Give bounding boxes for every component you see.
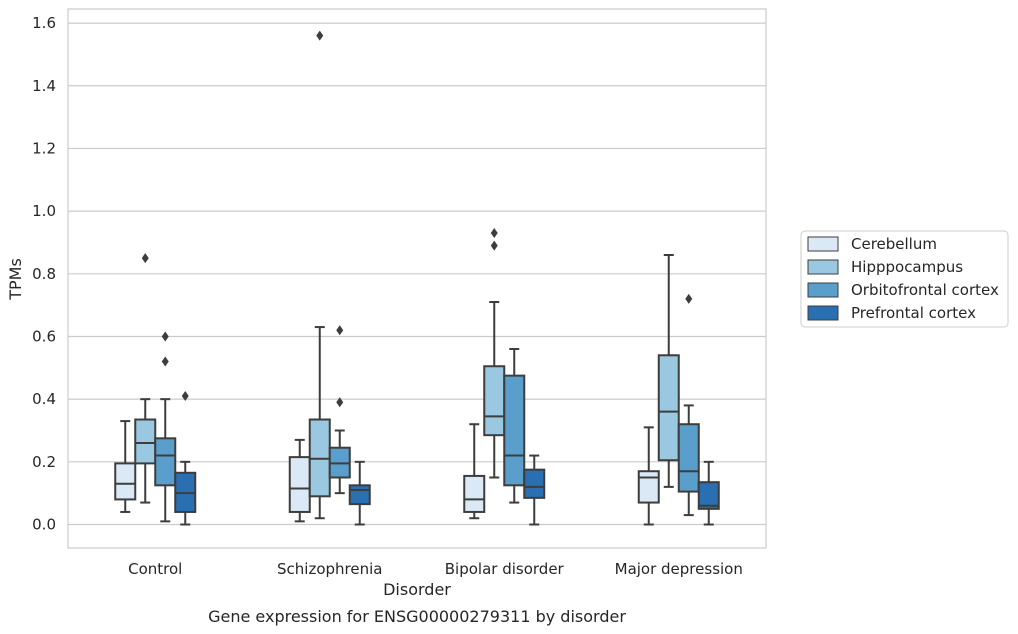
outlier-point — [181, 391, 189, 402]
box-orbitofrontal-cortex — [328, 325, 351, 495]
x-tick-label: Bipolar disorder — [445, 560, 565, 578]
legend: Cerebellum Hipppocampus Orbitofrontal cort… — [800, 230, 1009, 328]
box-hipppocampus — [134, 253, 157, 504]
y-tick-label: 1.2 — [32, 139, 56, 157]
legend-label: Hipppocampus — [851, 258, 963, 276]
y-axis-ticks: 0.0 0.2 0.4 0.6 0.8 1.0 1.2 1.4 1.6 — [32, 14, 56, 533]
outlier-point — [490, 240, 498, 251]
box-prefrontal-cortex — [697, 460, 720, 526]
legend-swatch — [807, 305, 839, 321]
box-cerebellum — [637, 426, 660, 526]
outlier-point — [141, 253, 149, 264]
box-hipppocampus — [308, 30, 331, 520]
box-orbitofrontal-cortex — [503, 348, 526, 504]
outlier-point — [490, 228, 498, 239]
box-series — [114, 30, 720, 526]
y-tick-label: 0.4 — [32, 390, 56, 408]
outlier-point — [161, 331, 169, 342]
legend-swatch — [807, 282, 839, 298]
box-cerebellum — [463, 423, 486, 520]
box-iqr — [697, 481, 720, 510]
box-cerebellum — [114, 420, 137, 513]
box-iqr — [348, 484, 371, 506]
legend-label: Prefrontal cortex — [851, 304, 976, 322]
x-axis-ticks: Control Schizophrenia Bipolar disorder Majo… — [128, 560, 743, 578]
box-iqr — [637, 470, 660, 504]
x-axis-label: Disorder — [383, 580, 451, 599]
chart-caption: Gene expression for ENSG00000279311 by d… — [208, 607, 626, 626]
outlier-point — [336, 325, 344, 336]
box-iqr — [657, 354, 680, 462]
box-prefrontal-cortex — [348, 460, 371, 526]
y-tick-label: 0.8 — [32, 265, 56, 283]
box-iqr — [503, 374, 526, 487]
legend-frame — [800, 230, 1009, 328]
x-tick-label: Control — [128, 560, 182, 578]
y-tick-label: 0.2 — [32, 453, 56, 471]
outlier-point — [685, 293, 693, 304]
outlier-point — [316, 30, 324, 41]
x-tick-label: Major depression — [615, 560, 743, 578]
outlier-point — [161, 356, 169, 367]
box-prefrontal-cortex — [174, 391, 197, 526]
box-iqr — [523, 468, 546, 499]
box-iqr — [134, 418, 157, 465]
box-iqr — [154, 437, 177, 487]
box-iqr — [288, 456, 311, 513]
y-tick-label: 1.6 — [32, 14, 56, 32]
legend-label: Orbitofrontal cortex — [851, 281, 999, 299]
box-hipppocampus — [657, 253, 680, 488]
box-iqr — [114, 462, 137, 501]
box-iqr — [677, 423, 700, 493]
box-orbitofrontal-cortex — [677, 293, 700, 517]
x-tick-label: Schizophrenia — [277, 560, 382, 578]
y-tick-label: 0.6 — [32, 327, 56, 345]
legend-label: Cerebellum — [851, 235, 937, 253]
y-tick-label: 1.0 — [32, 202, 56, 220]
plot-frame — [67, 8, 767, 549]
y-tick-label: 1.4 — [32, 77, 56, 95]
box-iqr — [463, 474, 486, 513]
legend-swatch — [807, 236, 839, 252]
legend-swatch — [807, 259, 839, 275]
outlier-point — [336, 397, 344, 408]
y-tick-label: 0.0 — [32, 515, 56, 533]
box-iqr — [483, 365, 506, 437]
box-prefrontal-cortex — [523, 454, 546, 526]
y-axis-label: TPMs — [6, 258, 25, 301]
box-orbitofrontal-cortex — [154, 331, 177, 523]
